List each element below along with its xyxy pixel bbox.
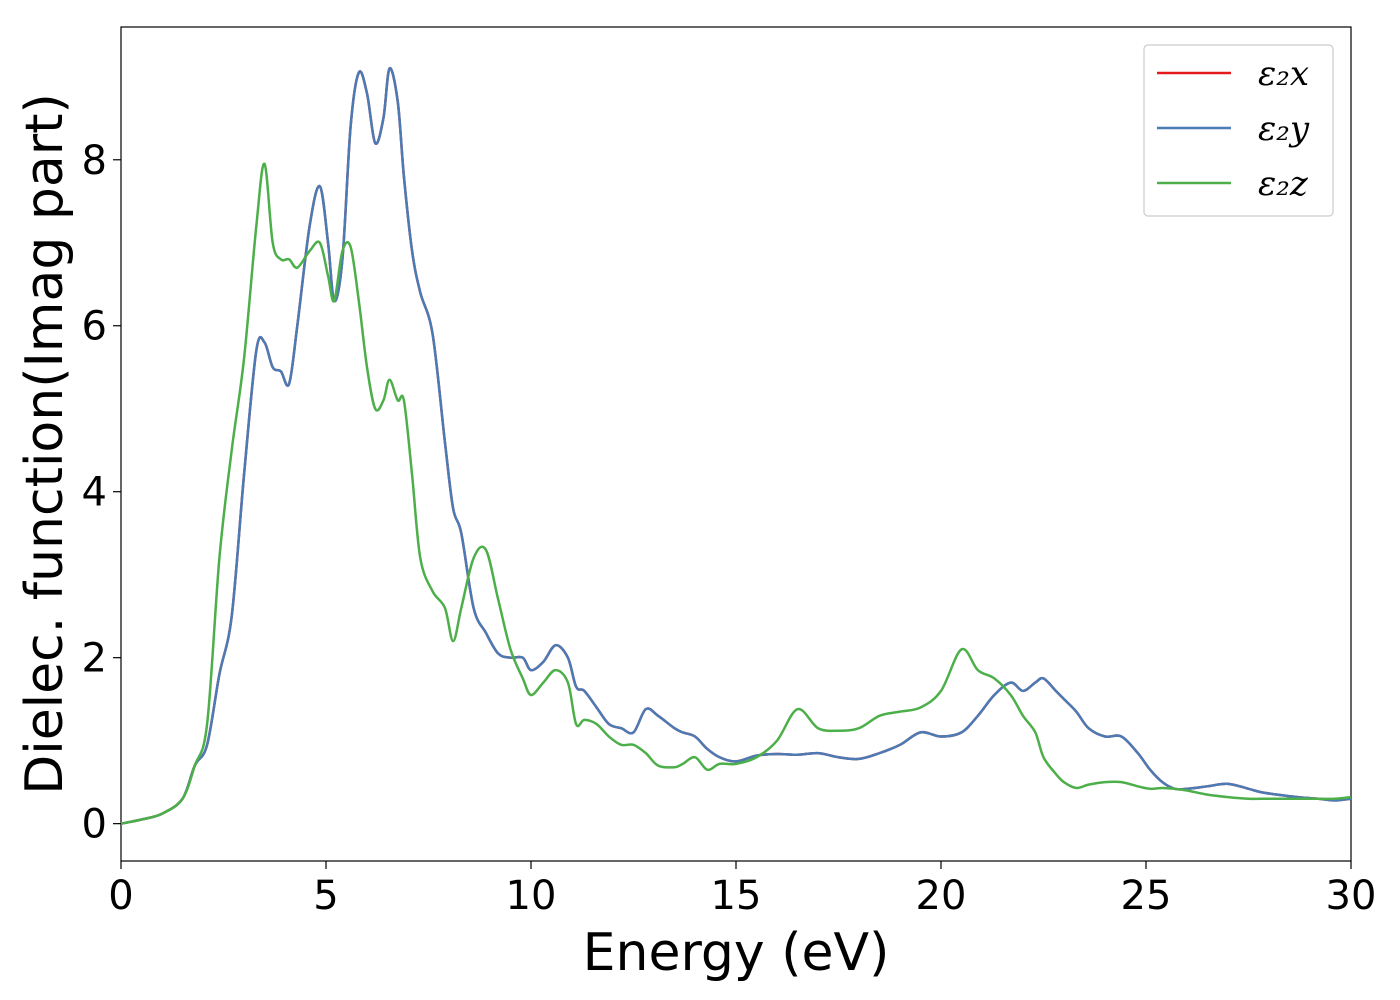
y-axis-title: Dielec. function(Imag part) bbox=[15, 93, 75, 795]
y-tick-label: 0 bbox=[82, 802, 107, 848]
legend-frame bbox=[1143, 44, 1334, 217]
legend-label-3: ε₂z bbox=[1258, 164, 1309, 204]
legend: ε₂x ε₂y ε₂z bbox=[1143, 44, 1334, 217]
legend-items: ε₂x ε₂y ε₂z bbox=[1157, 54, 1310, 204]
y-tick-label: 8 bbox=[82, 138, 107, 184]
series-line-2 bbox=[120, 67, 1352, 825]
y-tick-label: 2 bbox=[82, 636, 107, 682]
series-line-3 bbox=[120, 162, 1352, 825]
x-tick-label: 15 bbox=[711, 873, 762, 919]
x-tick-label: 0 bbox=[108, 873, 133, 919]
legend-label-1: ε₂x bbox=[1258, 54, 1309, 94]
series-layer bbox=[120, 67, 1352, 825]
x-tick-label: 30 bbox=[1326, 873, 1377, 919]
y-axis-ticks: 0 2 4 6 8 bbox=[82, 138, 121, 848]
x-tick-label: 20 bbox=[916, 873, 967, 919]
y-tick-label: 6 bbox=[82, 304, 107, 350]
x-tick-label: 25 bbox=[1121, 873, 1172, 919]
legend-label-2: ε₂y bbox=[1258, 109, 1310, 149]
x-tick-label: 10 bbox=[506, 873, 557, 919]
x-axis-ticks: 0 5 10 15 20 25 30 bbox=[108, 861, 1376, 919]
x-axis-title: Energy (eV) bbox=[583, 923, 890, 983]
y-tick-label: 4 bbox=[82, 470, 107, 516]
x-tick-label: 5 bbox=[313, 873, 338, 919]
